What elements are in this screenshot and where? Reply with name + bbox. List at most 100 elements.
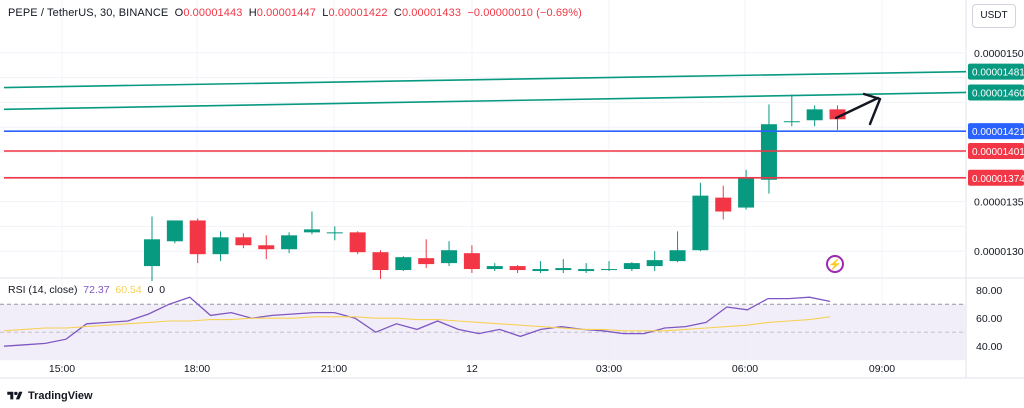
tradingview-logo-icon [7,391,23,400]
candle-body [235,237,252,246]
candle-body [303,229,320,233]
time-tick-label: 21:00 [321,363,347,375]
candle [372,250,389,279]
candle-body [806,109,823,121]
rsi-series-line [3,316,831,332]
candle-body [601,269,617,271]
brand-name: TradingView [28,390,93,402]
price-tick-label: 0.00001500 [974,48,1024,60]
level-price-tag [968,63,1024,80]
close-label: C [393,7,402,19]
rsi-series-line [3,296,831,347]
level-line [3,70,967,89]
time-tick-label: 12 [466,363,478,375]
currency-button[interactable]: USDT [972,4,1016,28]
candle-body [715,197,732,212]
candle-body [326,232,343,234]
time-tick-label: 06:00 [732,363,758,375]
level-price-label: 0.00001421 [972,127,1024,138]
candle [783,94,800,127]
level-price-tag [968,123,1024,140]
candle [166,220,183,244]
candle-body [509,266,526,271]
candle-body [646,260,663,267]
candle [806,105,823,127]
rsi-value: 72.37 [83,284,110,296]
candle [715,185,732,220]
level-price-label: 0.00001401 [972,147,1024,158]
level-price-label: 0.00001460 [972,88,1024,99]
rsi-ma-value: 60.54 [115,284,142,296]
candle-body [212,237,229,255]
candle-body [532,269,549,272]
brand-footer[interactable]: TradingView [6,390,93,402]
candle-body [738,177,755,208]
candle-body [372,252,389,271]
symbol-name: PEPE / TetherUS, 30, BINANCE [8,7,169,19]
candle-body [144,239,160,267]
rsi-extra-2: 0 [159,284,166,296]
level-price-tag [968,84,1024,101]
candle [418,239,435,269]
candle-body [623,263,640,270]
level-price-label: 0.00001481 [972,68,1024,79]
time-tick-label: 18:00 [184,363,210,375]
trend-arrow [834,92,882,126]
candle [441,241,458,267]
candle-body [760,124,777,180]
candle [509,265,526,274]
candle [532,261,549,274]
candle-body [463,253,480,270]
candle-body [395,257,412,271]
open-label: O [174,7,184,19]
rsi-extra-1: 0 [147,284,154,296]
candle-body [166,220,183,242]
candle [326,226,343,241]
high-value: 0.00001447 [256,7,316,19]
low-label: L [322,7,329,19]
rsi-tick-label: 60.00 [976,313,1002,325]
candles-group [144,94,846,281]
level-price-tag [968,169,1024,186]
rsi-tick-label: 40.00 [976,341,1002,353]
candle [738,169,755,210]
candle-body [555,268,572,271]
level-price-label: 0.00001374 [972,174,1024,185]
candle [212,231,229,262]
high-label: H [248,7,257,19]
rsi-name: RSI (14, close) [8,284,78,296]
candle [692,182,709,252]
candle [669,231,686,263]
candle-body [578,269,595,272]
candle-body [829,109,846,120]
candle [601,261,617,272]
candle [144,216,160,281]
rsi-tick-label: 80.00 [976,285,1002,297]
candle-body [281,235,298,250]
candle [258,235,275,260]
candle [555,259,572,274]
candle-body [783,121,800,123]
candle [463,245,480,274]
open-value: 0.00001443 [183,7,243,19]
close-value: 0.00001433 [401,7,462,19]
rsi-legend: RSI (14, close) 72.37 60.54 0 0 [8,284,165,296]
candle [578,263,595,274]
change-value: −0.00000010 (−0.69%) [467,7,582,19]
time-tick-label: 03:00 [596,363,622,375]
candle [395,256,412,272]
candle-body [349,232,366,253]
candle [349,231,366,255]
price-tick-label: 0.00001350 [974,197,1024,209]
candle [189,218,206,264]
candle [281,232,298,254]
lightning-bolt-icon[interactable]: ⚡ [826,255,844,273]
candle [235,233,252,249]
low-value: 0.00001422 [328,7,388,19]
candle-body [418,258,435,265]
symbol-legend: PEPE / TetherUS, 30, BINANCE O0.00001443… [8,7,582,19]
time-tick-label: 15:00 [49,363,75,375]
candle [623,262,640,272]
